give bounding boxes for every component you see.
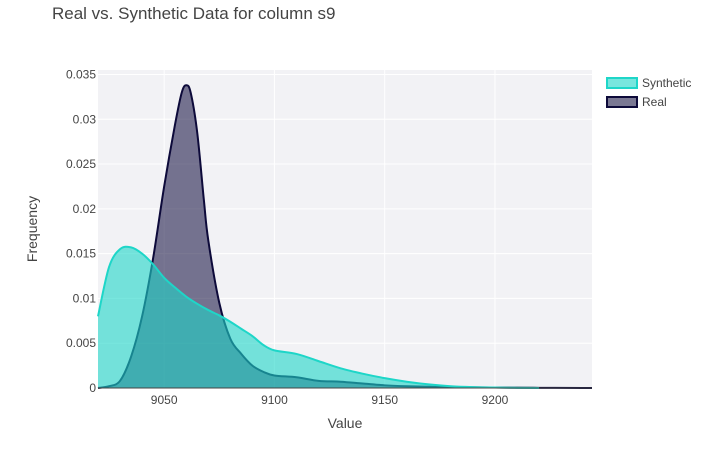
synthetic-line <box>97 245 540 389</box>
legend-label-synthetic: Synthetic <box>642 76 691 90</box>
series-areas <box>97 84 592 389</box>
legend[interactable]: Synthetic Real <box>606 76 691 109</box>
y-axis-ticks: 0 0.005 0.01 0.015 0.02 0.025 0.03 0.035 <box>66 67 96 395</box>
x-tick-label: 9050 <box>151 393 178 407</box>
y-tick-label: 0.005 <box>66 336 96 350</box>
y-tick-label: 0.03 <box>73 112 97 126</box>
y-tick-label: 0.02 <box>73 202 97 216</box>
y-tick-label: 0 <box>89 381 96 395</box>
y-axis-title: Frequency <box>24 196 40 262</box>
synthetic-area <box>98 246 540 388</box>
x-axis-title: Value <box>328 415 363 431</box>
legend-swatch-real <box>606 96 638 108</box>
legend-swatch-synthetic <box>606 77 638 89</box>
y-tick-label: 0.025 <box>66 157 96 171</box>
y-tick-label: 0.01 <box>73 291 97 305</box>
x-tick-label: 9200 <box>482 393 509 407</box>
chart-title: Real vs. Synthetic Data for column s9 <box>52 4 335 23</box>
legend-item-synthetic[interactable]: Synthetic <box>606 76 691 90</box>
y-tick-label: 0.015 <box>66 247 96 261</box>
x-tick-label: 9150 <box>371 393 398 407</box>
x-tick-label: 9100 <box>261 393 288 407</box>
y-tick-label: 0.035 <box>66 67 96 81</box>
legend-label-real: Real <box>642 95 667 109</box>
x-axis-ticks: 9050 9100 9150 9200 <box>151 393 509 407</box>
legend-item-real[interactable]: Real <box>606 95 667 109</box>
